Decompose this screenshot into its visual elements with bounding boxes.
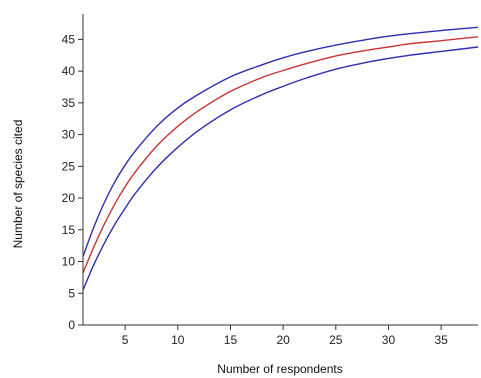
y-tick-label: 15 [62, 223, 76, 237]
y-tick-label: 5 [68, 286, 75, 300]
y-tick-label: 30 [62, 128, 76, 142]
x-tick-label: 5 [122, 333, 129, 347]
x-tick-label: 25 [329, 333, 343, 347]
y-tick-label: 35 [62, 96, 76, 110]
y-tick-label: 40 [62, 64, 76, 78]
y-axis-title: Number of species cited [11, 120, 25, 249]
y-tick-label: 45 [62, 32, 76, 46]
plot-curves [82, 26, 479, 291]
y-tick-label: 20 [62, 191, 76, 205]
x-tick-label: 10 [171, 333, 185, 347]
y-tick-label: 0 [68, 318, 75, 332]
x-tick-label: 30 [382, 333, 396, 347]
x-tick-label: 15 [224, 333, 238, 347]
y-axis-ticks: 0 5 10 15 20 25 30 35 40 45 [62, 32, 83, 332]
lower-bound-line [82, 46, 479, 291]
x-axis-ticks: 5 10 15 20 25 30 35 [122, 325, 448, 347]
mean-line [82, 36, 479, 274]
x-tick-label: 20 [276, 333, 290, 347]
y-tick-label: 10 [62, 255, 76, 269]
upper-bound-line [82, 26, 479, 257]
x-axis-title: Number of respondents [217, 362, 342, 376]
y-tick-label: 25 [62, 159, 76, 173]
x-tick-label: 35 [434, 333, 448, 347]
